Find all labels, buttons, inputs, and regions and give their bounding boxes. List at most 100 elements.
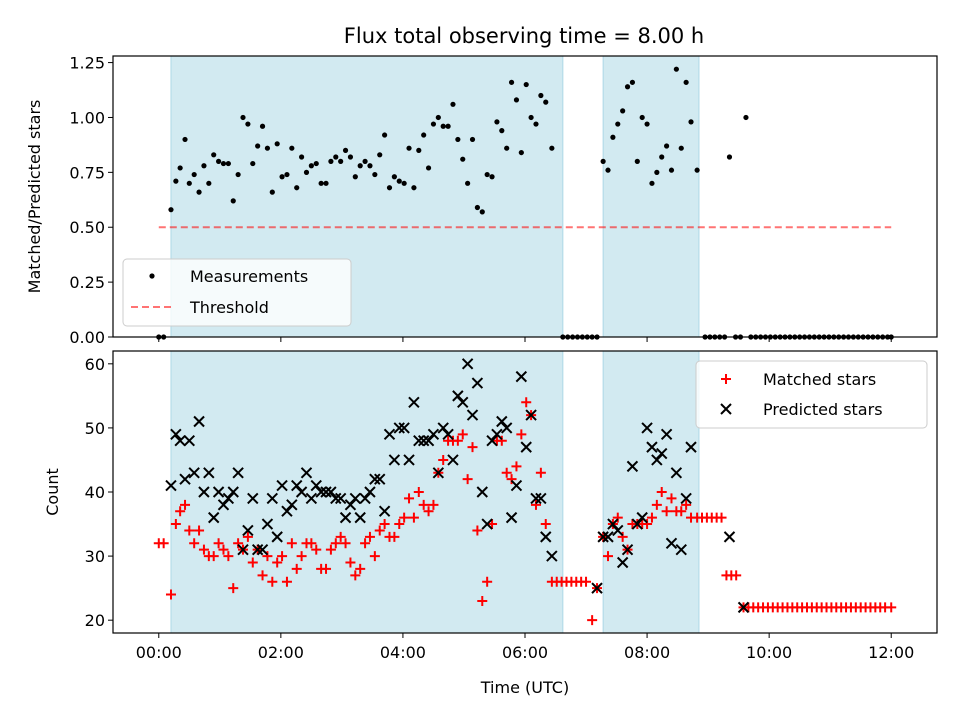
- matched-star-point: [208, 551, 219, 562]
- observing-interval: [602, 350, 700, 634]
- measurement-point: [313, 160, 319, 167]
- measurement-point: [323, 180, 329, 186]
- predicted-star-point: [398, 422, 410, 434]
- measurement-point: [624, 84, 631, 90]
- matched-star-point: [413, 487, 424, 497]
- measurement-point: [406, 145, 412, 151]
- predicted-star-point: [320, 486, 332, 498]
- measurement-point: [182, 136, 188, 143]
- predicted-star-point: [300, 467, 313, 479]
- predicted-star-point: [432, 467, 445, 479]
- predicted-star-point: [237, 543, 249, 556]
- matched-star-point: [487, 519, 498, 530]
- predicted-star-point: [413, 435, 425, 447]
- predicted-star-point: [660, 428, 673, 441]
- measurement-point: [201, 163, 207, 169]
- matched-star-point: [530, 499, 541, 510]
- predicted-star-point: [188, 467, 200, 479]
- predicted-star-point: [597, 531, 609, 543]
- predicted-star-point: [621, 543, 634, 556]
- predicted-star-point: [378, 505, 391, 517]
- predicted-star-point: [422, 435, 435, 447]
- matched-star-point: [716, 512, 727, 523]
- measurement-point: [634, 158, 640, 164]
- axes-frame: [112, 350, 938, 634]
- measurement-point: [435, 114, 441, 121]
- measurement-point: [211, 152, 217, 158]
- predicted-star-point: [491, 428, 503, 441]
- measurement-point: [245, 121, 251, 127]
- predicted-star-point: [723, 531, 736, 543]
- measurement-point: [610, 134, 616, 140]
- measurement-point: [191, 171, 197, 178]
- matched-star-point: [681, 499, 692, 510]
- measurement-point: [372, 171, 378, 178]
- measurement-point: [425, 165, 432, 171]
- legend-threshold-label: Threshold: [189, 298, 269, 317]
- measurement-point: [465, 180, 471, 186]
- predicted-star-point: [447, 454, 459, 466]
- measurement-point: [549, 145, 555, 151]
- matched-star-point: [345, 557, 356, 568]
- matched-star-point: [408, 512, 419, 523]
- predicted-star-point: [242, 524, 254, 537]
- measurement-point: [255, 143, 261, 149]
- predicted-star-point: [616, 556, 629, 569]
- measurement-point: [620, 108, 626, 114]
- predicted-star-point: [334, 492, 347, 505]
- x-tick-label: 00:00: [136, 643, 182, 662]
- chart-title: Flux total observing time = 8.00 h: [344, 24, 704, 48]
- predicted-star-point: [626, 460, 639, 473]
- y-tick-label: 0.75: [69, 163, 105, 182]
- measurement-point: [421, 132, 427, 138]
- matched-star-point: [540, 519, 551, 530]
- predicted-star-point: [261, 518, 274, 530]
- legend-measurement-marker: [149, 273, 155, 279]
- matched-star-point: [330, 538, 341, 549]
- predicted-star-point: [685, 441, 697, 453]
- predicted-star-point: [183, 435, 196, 447]
- matched-star-point: [399, 512, 410, 523]
- predicted-star-point: [651, 454, 663, 466]
- predicted-star-point: [505, 511, 518, 524]
- matched-star-point: [198, 544, 209, 555]
- matched-star-point: [731, 570, 742, 581]
- measurement-point: [518, 149, 524, 156]
- measurement-point: [489, 174, 495, 180]
- predicted-star-point: [546, 550, 558, 562]
- predicted-star-point: [364, 486, 376, 498]
- measurement-point: [328, 158, 334, 164]
- measurement-point: [318, 180, 324, 186]
- measurement-point: [357, 163, 363, 169]
- predicted-star-point: [203, 467, 215, 479]
- matched-star-point: [281, 576, 292, 587]
- predicted-star-point: [591, 582, 603, 594]
- measurement-point: [289, 145, 295, 151]
- predicted-star-point: [670, 467, 683, 479]
- bottom-panel: 20 30 40 50 60 00:00 02:00 04:00 06:00 08:00 10:00…: [43, 350, 938, 697]
- matched-star-point: [651, 499, 662, 510]
- predicted-star-point: [417, 435, 430, 447]
- measurement-point: [639, 114, 645, 121]
- predicted-star-point: [383, 428, 396, 441]
- measurement-point: [659, 154, 665, 160]
- predicted-star-point: [325, 486, 337, 498]
- predicted-star-point: [680, 492, 692, 505]
- predicted-star-point: [251, 543, 264, 556]
- predicted-star-point: [330, 492, 342, 505]
- predicted-star-point: [656, 447, 668, 460]
- measurement-point: [240, 114, 246, 121]
- matched-star-point: [428, 499, 439, 510]
- matched-star-point: [247, 557, 258, 568]
- predicted-star-point: [247, 492, 259, 505]
- predicted-star-point: [612, 524, 624, 537]
- predicted-star-point: [442, 428, 454, 441]
- matched-star-point: [233, 538, 244, 549]
- matched-star-point: [661, 506, 672, 517]
- predicted-star-point: [349, 492, 362, 505]
- predicted-star-point: [193, 415, 205, 428]
- predicted-star-point: [737, 601, 750, 614]
- matched-star-point: [374, 525, 385, 536]
- predicted-star-point: [227, 486, 239, 498]
- matched-star-point: [482, 576, 493, 587]
